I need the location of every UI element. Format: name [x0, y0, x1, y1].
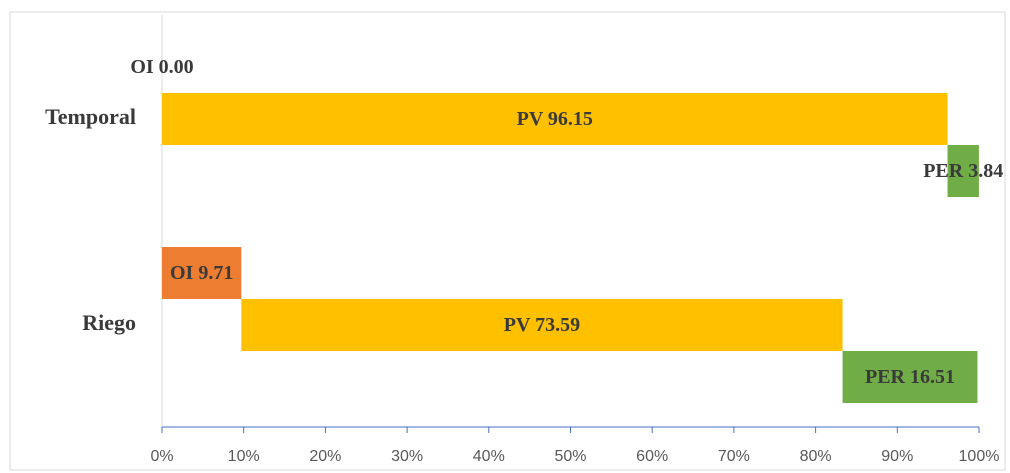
- x-tick-label: 30%: [391, 448, 423, 465]
- data-label-name: OI: [170, 262, 194, 284]
- x-tick-label: 100%: [959, 448, 1000, 465]
- data-label-value: 96.15: [548, 108, 593, 130]
- data-label: PV 96.15: [517, 108, 593, 130]
- data-label-name: PER: [865, 366, 906, 388]
- data-label: PV 73.59: [504, 314, 580, 336]
- data-label-name: OI: [130, 56, 154, 78]
- category-label: Temporal: [45, 104, 136, 129]
- data-label-name: PV: [504, 314, 531, 336]
- category-label: Riego: [82, 310, 136, 335]
- data-label-name: PER: [923, 160, 964, 182]
- data-label-name: PV: [517, 108, 544, 130]
- bar: [241, 299, 843, 351]
- bar: [947, 145, 979, 197]
- data-label: PER 3.84: [923, 160, 1003, 182]
- x-tick-label: 70%: [718, 448, 750, 465]
- x-tick-label: 60%: [636, 448, 668, 465]
- x-tick-label: 20%: [309, 448, 341, 465]
- bar: [162, 247, 242, 299]
- data-label-value: 3.84: [968, 160, 1003, 182]
- x-tick-label: 80%: [800, 448, 832, 465]
- data-label: OI 9.71: [170, 262, 233, 284]
- x-tick-label: 10%: [228, 448, 260, 465]
- chart-border: [9, 11, 1006, 471]
- x-tick-label: 50%: [554, 448, 586, 465]
- bar: [162, 93, 948, 145]
- x-tick-label: 90%: [881, 448, 913, 465]
- data-label-value: 73.59: [535, 314, 580, 336]
- x-tick-label: 40%: [473, 448, 505, 465]
- bar: [842, 351, 978, 403]
- data-label-value: 9.71: [198, 262, 233, 284]
- x-tick-label: 0%: [150, 448, 173, 465]
- data-label-value: 16.51: [910, 366, 955, 388]
- data-label: PER 16.51: [865, 366, 955, 388]
- data-label-value: 0.00: [159, 56, 194, 78]
- data-label: OI 0.00: [130, 56, 193, 78]
